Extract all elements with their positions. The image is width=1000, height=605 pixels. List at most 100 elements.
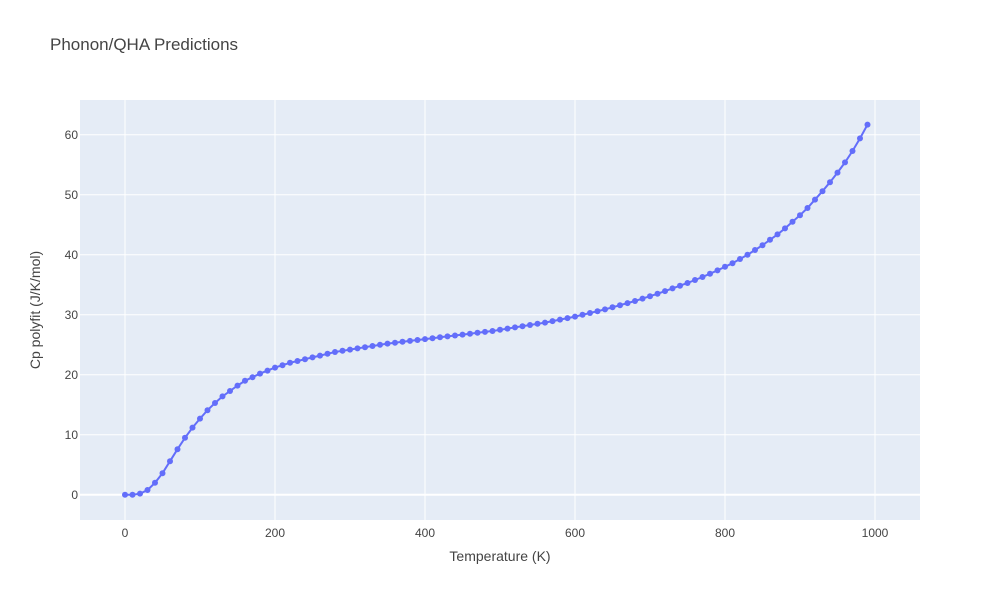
data-point[interactable] [467, 330, 473, 337]
data-point[interactable] [662, 288, 668, 295]
data-point[interactable] [294, 358, 301, 364]
data-point[interactable] [774, 231, 781, 238]
data-point[interactable] [594, 308, 601, 315]
data-point[interactable] [684, 280, 691, 286]
data-point[interactable] [189, 424, 196, 431]
data-point[interactable] [384, 340, 391, 347]
data-point[interactable] [819, 188, 826, 195]
data-point[interactable] [369, 343, 376, 349]
data-point[interactable] [242, 377, 248, 384]
data-point[interactable] [182, 434, 188, 441]
data-point[interactable] [137, 490, 143, 497]
data-point[interactable] [122, 491, 128, 498]
data-point[interactable] [392, 339, 398, 346]
data-point[interactable] [197, 415, 203, 422]
data-point[interactable] [519, 323, 526, 330]
data-point[interactable] [789, 218, 796, 225]
data-point[interactable] [782, 225, 788, 232]
data-point[interactable] [797, 212, 803, 219]
data-point[interactable] [759, 242, 766, 249]
data-point[interactable] [857, 135, 863, 142]
data-point[interactable] [152, 479, 158, 486]
data-point[interactable] [639, 295, 646, 302]
data-point[interactable] [279, 362, 286, 369]
data-point[interactable] [512, 324, 518, 331]
data-point[interactable] [474, 329, 481, 336]
data-point[interactable] [174, 446, 181, 453]
data-point[interactable] [849, 148, 856, 154]
data-point[interactable] [707, 270, 713, 277]
data-point[interactable] [669, 285, 676, 292]
data-point[interactable] [827, 179, 833, 186]
data-point[interactable] [767, 236, 773, 243]
data-point[interactable] [144, 487, 151, 493]
data-point[interactable] [204, 407, 211, 414]
data-point[interactable] [692, 277, 698, 283]
data-point[interactable] [234, 382, 241, 389]
data-point[interactable] [834, 169, 841, 176]
data-point[interactable] [347, 346, 353, 353]
data-point[interactable] [377, 341, 383, 348]
data-point[interactable] [272, 364, 278, 371]
data-point[interactable] [287, 359, 293, 366]
data-point[interactable] [452, 332, 458, 339]
data-point[interactable] [602, 306, 608, 313]
data-point[interactable] [579, 311, 586, 318]
data-point[interactable] [617, 302, 623, 309]
data-point[interactable] [459, 331, 466, 338]
data-point[interactable] [482, 328, 488, 335]
data-point[interactable] [864, 121, 871, 128]
data-point[interactable] [309, 354, 316, 361]
data-point[interactable] [249, 374, 256, 381]
data-point[interactable] [744, 251, 751, 258]
data-point[interactable] [362, 344, 368, 351]
data-point[interactable] [317, 352, 323, 359]
data-point[interactable] [354, 345, 361, 352]
data-point[interactable] [804, 205, 811, 211]
data-point[interactable] [332, 349, 338, 355]
data-point[interactable] [549, 318, 556, 325]
data-point[interactable] [542, 319, 548, 326]
data-point[interactable] [504, 325, 511, 332]
data-point[interactable] [422, 336, 428, 343]
data-point[interactable] [429, 335, 436, 342]
data-point[interactable] [534, 320, 541, 327]
data-point[interactable] [564, 315, 571, 322]
data-point[interactable] [722, 263, 728, 270]
data-point[interactable] [407, 337, 413, 344]
data-point[interactable] [677, 282, 683, 289]
data-point[interactable] [339, 347, 346, 354]
data-point[interactable] [632, 298, 638, 304]
data-point[interactable] [654, 290, 661, 297]
data-point[interactable] [129, 491, 136, 498]
data-point[interactable] [212, 400, 218, 406]
data-point[interactable] [699, 274, 706, 280]
data-point[interactable] [572, 313, 578, 320]
data-point[interactable] [167, 458, 173, 465]
data-point[interactable] [812, 196, 818, 203]
data-point[interactable] [647, 293, 653, 300]
data-point[interactable] [257, 370, 263, 377]
data-point[interactable] [737, 256, 743, 262]
data-point[interactable] [444, 333, 451, 340]
data-point[interactable] [842, 159, 848, 166]
data-point[interactable] [227, 388, 233, 394]
data-point[interactable] [527, 322, 533, 328]
data-point[interactable] [264, 367, 271, 374]
data-point[interactable] [324, 350, 331, 357]
data-point[interactable] [302, 356, 308, 363]
data-point[interactable] [159, 470, 166, 477]
data-point[interactable] [729, 260, 736, 267]
data-point[interactable] [414, 337, 421, 343]
data-point[interactable] [219, 393, 226, 400]
data-point[interactable] [714, 267, 721, 274]
data-point[interactable] [557, 316, 563, 323]
data-point[interactable] [587, 310, 593, 316]
data-point[interactable] [752, 247, 758, 253]
data-point[interactable] [489, 328, 496, 334]
data-point[interactable] [624, 300, 631, 307]
data-point[interactable] [609, 304, 616, 311]
data-point[interactable] [399, 338, 406, 345]
data-point[interactable] [497, 326, 503, 333]
data-point[interactable] [437, 334, 443, 341]
